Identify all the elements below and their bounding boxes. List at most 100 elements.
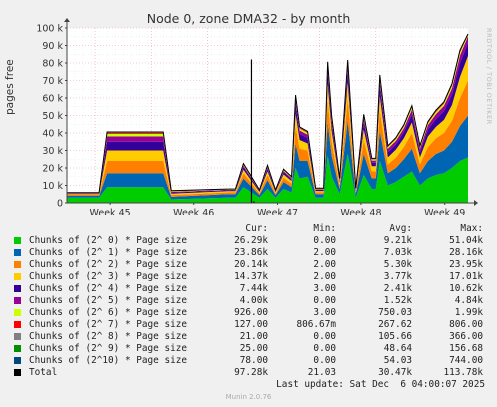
legend-max: 17.01k [449, 271, 483, 282]
y-tick-label: 30 k [42, 146, 63, 157]
legend-swatch [14, 333, 21, 340]
legend-swatch [14, 345, 21, 352]
legend-max: 10.62k [449, 283, 483, 294]
legend-avg: 9.21k [383, 235, 412, 246]
legend-swatch [14, 357, 21, 364]
legend-label: Chunks of (2^ 7) * Page size [29, 319, 188, 330]
legend-avg: 267.62 [378, 319, 412, 330]
legend-avg: 750.03 [378, 307, 412, 318]
legend-max: 366.00 [449, 331, 483, 342]
legend-max: 4.84k [454, 295, 483, 306]
legend-min: 21.03 [307, 367, 336, 378]
legend-min: 0.00 [313, 331, 336, 342]
legend-row: Chunks of (2^ 4) * Page size 7.44k 3.00 2.4… [14, 283, 494, 295]
legend-max: 113.78k [443, 367, 483, 378]
y-tick-label: 80 k [42, 59, 63, 70]
legend-swatch [14, 285, 21, 292]
legend-swatch [14, 321, 21, 328]
legend-avg: 105.66 [378, 331, 412, 342]
legend-max: 744.00 [449, 355, 483, 366]
legend-label: Chunks of (2^ 2) * Page size [29, 259, 188, 270]
header-min: Min: [313, 223, 336, 234]
y-tick-label: 70 k [42, 76, 63, 87]
legend-min: 3.00 [313, 307, 336, 318]
y-axis-arrow [64, 18, 70, 22]
legend-min: 2.00 [313, 247, 336, 258]
legend-avg: 7.03k [383, 247, 412, 258]
legend-cur: 23.86k [234, 247, 268, 258]
legend-row: Chunks of (2^10) * Page size 78.00 0.00 54.… [14, 355, 494, 367]
legend-avg: 54.03 [383, 355, 412, 366]
legend-avg: 1.52k [383, 295, 412, 306]
total-line-path [67, 33, 469, 194]
area-series-0 [67, 154, 468, 203]
legend-label: Chunks of (2^ 5) * Page size [29, 295, 188, 306]
legend-swatch [14, 249, 21, 256]
legend-row: Chunks of (2^ 7) * Page size 127.00 806.67… [14, 319, 494, 331]
legend-swatch [14, 237, 21, 244]
legend-swatch [14, 369, 21, 376]
legend-max: 156.68 [449, 343, 483, 354]
legend-label: Chunks of (2^ 4) * Page size [29, 283, 188, 294]
chart-svg: 0 10 k 20 k 30 k 40 k 50 k 60 k 70 k 80 k 90 k 100… [36, 18, 478, 215]
legend-cur: 97.28k [234, 367, 268, 378]
legend-cur: 21.00 [239, 331, 268, 342]
legend-cur: 26.29k [234, 235, 268, 246]
legend-label: Chunks of (2^ 8) * Page size [29, 331, 188, 342]
x-axis-arrow [474, 200, 478, 206]
y-tick-label: 20 k [42, 164, 63, 175]
legend-max: 51.04k [449, 235, 483, 246]
legend-cur: 25.00 [239, 343, 268, 354]
legend-avg: 2.41k [383, 283, 412, 294]
legend-label: Chunks of (2^10) * Page size [29, 355, 188, 366]
legend-row: Chunks of (2^ 6) * Page size 926.00 3.00 75… [14, 307, 494, 319]
legend-row: Chunks of (2^ 0) * Page size 26.29k 0.00 9.… [14, 235, 494, 247]
legend-row: Chunks of (2^ 9) * Page size 25.00 0.00 48.… [14, 343, 494, 355]
x-tick-label: Week 48 [340, 208, 381, 215]
legend-row: Chunks of (2^ 5) * Page size 4.00k 0.00 1.5… [14, 295, 494, 307]
legend-row: Chunks of (2^ 1) * Page size 23.86k 2.00 7.… [14, 247, 494, 259]
header-max: Max: [460, 223, 483, 234]
legend-avg: 5.30k [383, 259, 412, 270]
stacked-areas [67, 33, 468, 203]
legend-label: Chunks of (2^ 9) * Page size [29, 343, 188, 354]
legend-label: Chunks of (2^ 0) * Page size [29, 235, 188, 246]
y-tick-labels: 0 10 k 20 k 30 k 40 k 50 k 60 k 70 k 80 k 90 k 100… [36, 24, 67, 210]
legend-row: Chunks of (2^ 2) * Page size 20.14k 2.00 5.… [14, 259, 494, 271]
legend-row: Chunks of (2^ 8) * Page size 21.00 0.00 105… [14, 331, 494, 343]
legend-cur: 20.14k [234, 259, 268, 270]
last-update: Last update: Sat Dec 6 04:00:07 2025 [276, 379, 485, 390]
legend-swatch [14, 261, 21, 268]
y-tick-label: 90 k [42, 41, 63, 52]
x-tick-label: Week 47 [257, 208, 298, 215]
axes [64, 18, 478, 206]
legend-min: 0.00 [313, 343, 336, 354]
legend-max: 28.16k [449, 247, 483, 258]
munin-version: Munin 2.0.76 [225, 393, 272, 401]
legend-min: 0.00 [313, 355, 336, 366]
legend-label: Chunks of (2^ 6) * Page size [29, 307, 188, 318]
legend-cur: 7.44k [239, 283, 268, 294]
rrdtool-watermark: RRDTOOL / TOBI OETIKER [485, 28, 493, 125]
legend-swatch [14, 273, 21, 280]
legend-swatch [14, 297, 21, 304]
y-tick-label: 60 k [42, 94, 63, 105]
legend-swatch [14, 309, 21, 316]
header-cur: Cur: [245, 223, 268, 234]
legend-avg: 48.64 [383, 343, 412, 354]
x-tick-label: Week 49 [424, 208, 465, 215]
x-tick-labels: Week 45 Week 46 Week 47 Week 48 Week 49 [90, 203, 465, 215]
legend-row: Total 97.28k 21.03 30.47k 113.78k [14, 367, 494, 379]
chart-title: Node 0, zone DMA32 - by month [146, 11, 351, 26]
legend-cur: 127.00 [234, 319, 268, 330]
y-tick-label: 100 k [36, 24, 63, 35]
legend-row: Chunks of (2^ 3) * Page size 14.37k 2.00 3.… [14, 271, 494, 283]
header-avg: Avg: [389, 223, 412, 234]
legend-label: Chunks of (2^ 3) * Page size [29, 271, 188, 282]
legend-max: 806.00 [449, 319, 483, 330]
legend-max: 1.99k [454, 307, 483, 318]
area-series-1 [67, 115, 468, 200]
x-tick-label: Week 46 [173, 208, 214, 215]
y-tick-label: 0 [57, 199, 63, 210]
legend-cur: 78.00 [239, 355, 268, 366]
